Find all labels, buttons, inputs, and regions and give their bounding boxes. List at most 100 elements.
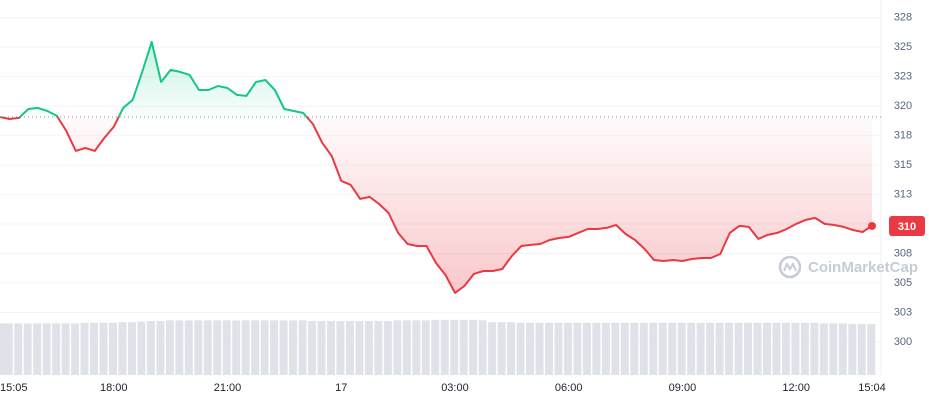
y-tick-label: 323 — [894, 71, 912, 83]
volume-bar — [260, 320, 269, 375]
volume-bar — [469, 319, 478, 375]
volume-bar — [630, 322, 639, 375]
volume-bar — [781, 322, 790, 375]
price-line — [0, 40, 873, 294]
x-tick-label: 17 — [335, 382, 347, 394]
watermark-text: CoinMarketCap — [808, 259, 918, 276]
y-tick-label: 303 — [894, 306, 912, 318]
watermark: CoinMarketCap — [778, 255, 918, 279]
volume-bar — [175, 320, 184, 375]
volume-bar — [848, 324, 857, 375]
volume-bar — [127, 322, 136, 375]
volume-bar — [507, 322, 516, 375]
volume-bar — [772, 322, 781, 375]
volume-bar — [545, 322, 553, 375]
volume-bar — [203, 320, 212, 375]
volume-bar — [791, 322, 800, 375]
volume-bar — [535, 322, 544, 375]
volume-bar — [450, 319, 459, 375]
volume-bar — [563, 322, 572, 375]
volume-bar — [582, 322, 591, 375]
volume-bar — [298, 320, 307, 375]
x-tick-label: 15:04 — [858, 382, 886, 394]
x-tick-label: 03:00 — [441, 382, 469, 394]
volume-bar — [478, 320, 487, 375]
volume-bar — [52, 323, 61, 375]
last-price-dot — [868, 221, 876, 230]
volume-bar — [611, 322, 620, 375]
volume-bar — [744, 322, 753, 375]
volume-bar — [194, 320, 203, 375]
price-badge — [889, 215, 925, 236]
volume-bar — [677, 322, 686, 375]
volume-bar — [14, 323, 23, 375]
x-tick-label: 06:00 — [555, 382, 583, 394]
volume-bar — [421, 320, 430, 375]
volume-bar — [4, 323, 13, 375]
y-tick-label: 315 — [894, 159, 912, 171]
price-area — [0, 41, 872, 293]
x-tick-label: 09:00 — [669, 382, 697, 394]
volume-bar — [516, 322, 525, 375]
x-tick-label: 18:00 — [100, 382, 128, 394]
volume-bar — [696, 322, 705, 375]
volume-bar — [279, 320, 288, 375]
volume-bar — [80, 322, 89, 375]
volume-bar — [156, 321, 165, 375]
volume-bar — [763, 322, 771, 375]
volume-bar — [402, 320, 411, 375]
volume-bar — [412, 320, 421, 375]
volume-bar — [819, 323, 828, 375]
volume-bar — [90, 322, 99, 375]
volume-bar — [620, 322, 629, 375]
y-tick-label: 308 — [894, 247, 912, 259]
volume-bar — [838, 323, 847, 375]
volume-bar — [810, 322, 819, 375]
y-tick-label: 325 — [894, 41, 912, 53]
volume-bar — [800, 322, 809, 375]
volume-bar — [213, 320, 222, 375]
x-tick-label: 12:00 — [782, 382, 810, 394]
volume-bar — [459, 319, 468, 375]
volume-bar — [554, 322, 563, 375]
y-tick-label: 320 — [894, 100, 912, 112]
volume-bar — [526, 322, 535, 375]
volume-bar — [241, 320, 250, 375]
volume-bar — [668, 322, 677, 375]
volume-bar — [734, 322, 743, 375]
volume-bar — [440, 319, 449, 375]
volume-bar — [431, 319, 440, 375]
volume-bar — [497, 322, 506, 375]
volume-bar — [592, 322, 601, 375]
volume-bar — [383, 321, 392, 375]
volume-bar — [42, 323, 51, 375]
volume-bar — [753, 322, 762, 375]
volume-bar — [33, 323, 42, 375]
price-badge-label: 310 — [898, 221, 916, 233]
x-tick-label: 15:05 — [0, 382, 28, 394]
volume-bar — [71, 323, 80, 375]
volume-bar — [109, 322, 117, 375]
volume-bar — [355, 321, 364, 375]
volume-bar — [867, 324, 876, 375]
volume-bar — [573, 322, 582, 375]
volume-bar — [336, 321, 345, 375]
volume-bar — [601, 322, 610, 375]
y-tick-label: 305 — [894, 277, 912, 289]
y-tick-label: 300 — [894, 336, 912, 348]
y-tick-label: 318 — [894, 130, 912, 142]
volume-bar — [184, 320, 193, 375]
volume-bar — [146, 321, 155, 375]
volume-bar — [289, 320, 298, 375]
volume-bar — [327, 321, 335, 375]
volume-bar — [857, 324, 866, 375]
volume-bar — [393, 320, 402, 375]
volume-bar — [251, 320, 260, 375]
volume-bar — [232, 320, 241, 375]
volume-bar — [222, 320, 231, 375]
volume-bar — [639, 322, 648, 375]
volume-bar — [649, 322, 658, 375]
volume-bar — [137, 321, 146, 375]
